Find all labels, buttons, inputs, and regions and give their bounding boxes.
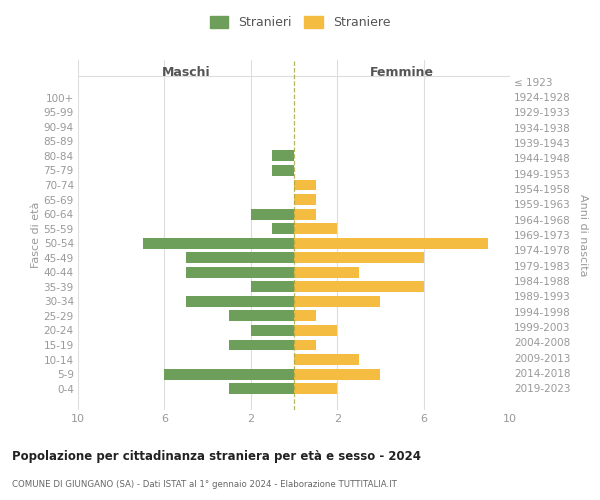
Bar (186, 252, 294, 263)
Y-axis label: Anni di nascita: Anni di nascita (578, 194, 587, 276)
Bar (272, 150, 294, 162)
Bar (143, 238, 294, 248)
Bar (294, 194, 316, 205)
Text: COMUNE DI GIUNGANO (SA) - Dati ISTAT al 1° gennaio 2024 - Elaborazione TUTTITALI: COMUNE DI GIUNGANO (SA) - Dati ISTAT al … (12, 480, 397, 489)
Bar (272, 223, 294, 234)
Bar (294, 296, 380, 307)
Bar (251, 325, 294, 336)
Legend: Stranieri, Straniere: Stranieri, Straniere (205, 11, 395, 34)
Bar (294, 383, 337, 394)
Bar (251, 282, 294, 292)
Bar (229, 310, 294, 322)
Bar (272, 165, 294, 176)
Bar (251, 208, 294, 220)
Bar (294, 223, 337, 234)
Bar (294, 354, 359, 365)
Text: Femmine: Femmine (370, 66, 434, 79)
Text: Maschi: Maschi (161, 66, 211, 79)
Text: Popolazione per cittadinanza straniera per età e sesso - 2024: Popolazione per cittadinanza straniera p… (12, 450, 421, 463)
Y-axis label: Fasce di età: Fasce di età (31, 202, 41, 268)
Bar (294, 252, 424, 263)
Bar (186, 296, 294, 307)
Bar (294, 267, 359, 278)
Bar (186, 267, 294, 278)
Bar (294, 208, 316, 220)
Bar (294, 310, 316, 322)
Bar (294, 325, 337, 336)
Bar (164, 368, 294, 380)
Bar (229, 383, 294, 394)
Bar (294, 340, 316, 350)
Bar (294, 180, 316, 190)
Bar (229, 340, 294, 350)
Bar (294, 282, 424, 292)
Bar (294, 238, 488, 248)
Bar (294, 368, 380, 380)
